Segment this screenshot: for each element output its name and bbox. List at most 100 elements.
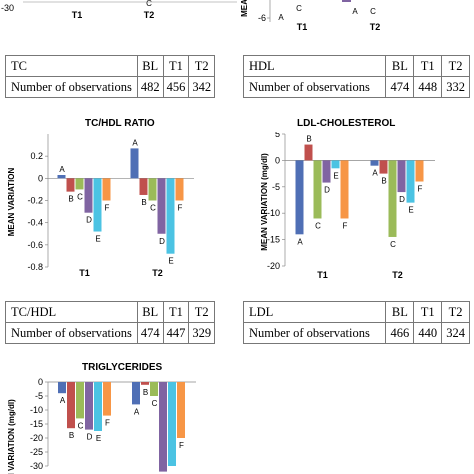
tchdl-bar-e-t2 [166, 178, 175, 254]
ldl-bar-label-c: C [315, 221, 321, 230]
tg-bar-f-t2 [177, 382, 185, 438]
ldl-y-tick-label: -20 [267, 261, 280, 271]
tchdl-bar-label-a: A [59, 165, 65, 174]
ldl-bar-label-e: E [408, 206, 413, 215]
tchdl-y-tick-label: -0.2 [27, 196, 43, 206]
hdl-bar-label-a: A [352, 7, 358, 16]
tg-chart-title: TRIGLYCERIDES [82, 362, 163, 373]
ldl-bar-label-f: F [418, 185, 423, 194]
ldl-bar-b-t2 [379, 160, 388, 174]
table-row: HDL BL T1 T2 [242, 55, 470, 77]
tchdl-bar-d-t2 [157, 178, 166, 234]
table-row: TC BL T1 T2 [5, 55, 216, 77]
tchdl-bar-label-f: F [178, 204, 183, 213]
tchdl-observations-table: TC/HDL BL T1 T2 Number of observations 4… [5, 301, 216, 344]
value-cell-t2: 329 [188, 322, 216, 344]
tg-y-tick-label: -30 [30, 461, 43, 471]
tchdl-bar-c-t1 [75, 178, 84, 190]
ldl-y-axis-label: MEAN VARIATION (mg/dl) [260, 153, 269, 251]
row-label-cell: Number of observations [242, 76, 387, 98]
hdl-observations-table: HDL BL T1 T2 Number of observations 474 … [242, 55, 470, 98]
header-cell-t1: T1 [162, 55, 190, 77]
value-cell-bl: 466 [385, 322, 415, 344]
ldl-y-tick-label: -5 [272, 182, 280, 192]
tchdl-bar-label-c: C [77, 192, 83, 201]
tchdl-bar-label-c: C [150, 204, 156, 213]
ldl-bar-a-t1 [295, 160, 304, 235]
header-cell-t2: T2 [188, 301, 216, 323]
value-cell-t1: 456 [162, 76, 190, 98]
header-cell-t2: T2 [188, 55, 216, 77]
row-label-cell: Number of observations [5, 322, 138, 344]
tc-y-tick-label: -30 [1, 3, 14, 13]
ldl-bar-label-d: D [399, 195, 405, 204]
tg-bar-label-c: C [78, 421, 84, 430]
tchdl-bar-e-t1 [93, 178, 102, 232]
row-label-cell: Number of observations [5, 76, 138, 98]
tchdl-bar-d-t1 [84, 178, 93, 213]
tchdl-bar-label-b: B [68, 195, 73, 204]
tc-x-tick-label-t1: T1 [72, 10, 83, 20]
value-cell-t1: 447 [162, 322, 190, 344]
tchdl-y-tick-label: -0.8 [27, 262, 43, 272]
tchdl-x-tick-label-t1: T1 [79, 268, 90, 278]
header-cell-t1: T1 [162, 301, 190, 323]
tg-bar-label-b: B [143, 388, 148, 397]
tg-y-tick-label: 0 [38, 377, 43, 387]
header-cell-t1: T1 [413, 55, 443, 77]
header-cell-bl: BL [385, 301, 415, 323]
tchdl-bar-label-e: E [168, 257, 173, 266]
tg-bar-label-f: F [179, 441, 184, 450]
tg-bar-label-a: A [60, 396, 66, 405]
value-cell-t1: 440 [413, 322, 443, 344]
hdl-bar-d-t2 [342, 0, 351, 2]
tg-bar-d-t1 [85, 382, 93, 430]
table-name-cell: HDL [242, 55, 387, 77]
tc-chart: -30 T1 T2 C [1, 0, 237, 20]
tg-bar-f-t1 [103, 382, 111, 416]
ldl-bar-d-t1 [322, 160, 331, 183]
table-name-cell: LDL [242, 301, 387, 323]
tg-bar-label-b: B [69, 431, 74, 440]
ldl-y-tick-label: -15 [267, 235, 280, 245]
tchdl-bar-c-t2 [148, 178, 157, 201]
tchdl-y-tick-label: -0.4 [27, 218, 43, 228]
ldl-y-tick-label: 5 [275, 132, 280, 139]
tg-bar-label-c: C [152, 399, 158, 408]
tchdl-bar-b-t1 [66, 178, 75, 192]
tchdl-bar-label-d: D [159, 237, 165, 246]
ldl-bar-e-t2 [406, 160, 415, 203]
table-name-cell: TC [5, 55, 138, 77]
tchdl-bar-a-t1 [57, 175, 66, 179]
ldl-chart-title: LDL-CHOLESTEROL [297, 118, 396, 129]
tchdl-y-axis-label: MEAN VARIATION [7, 167, 16, 236]
value-cell-bl: 474 [385, 76, 415, 98]
ldl-bar-label-b: B [306, 135, 311, 144]
table-row: Number of observations 474 448 332 [242, 76, 470, 98]
header-cell-t2: T2 [441, 55, 470, 77]
hdl-x-tick-label-t1: T1 [297, 22, 308, 32]
tchdl-x-tick-label-t2: T2 [152, 268, 163, 278]
table-row: Number of observations 474 447 329 [5, 322, 216, 344]
hdl-chart: MEA -6 A C A C T1 T2 [240, 0, 380, 32]
tchdl-bar-label-f: F [105, 204, 110, 213]
value-cell-t2: 342 [188, 76, 216, 98]
ldl-bar-c-t2 [388, 160, 397, 237]
table-row: LDL BL T1 T2 [242, 301, 470, 323]
tchdl-y-tick-label: -0.6 [27, 240, 43, 250]
tc-x-tick-label-t2: T2 [144, 10, 155, 20]
tg-bar-e-t2 [168, 382, 176, 466]
table-row: TC/HDL BL T1 T2 [5, 301, 216, 323]
ldl-bar-label-f: F [343, 221, 348, 230]
ldl-bar-f-t2 [415, 160, 424, 182]
value-cell-t2: 332 [441, 76, 470, 98]
ldl-bar-b-t1 [304, 144, 313, 161]
ldl-x-tick-label-t2: T2 [392, 270, 403, 280]
hdl-y-axis-label: MEA [240, 0, 249, 17]
hdl-y-tick-label: -6 [258, 13, 266, 23]
tchdl-bar-label-b: B [141, 198, 146, 207]
header-cell-t1: T1 [413, 301, 443, 323]
ldl-y-tick-label: -10 [267, 208, 280, 218]
value-cell-bl: 474 [136, 322, 164, 344]
